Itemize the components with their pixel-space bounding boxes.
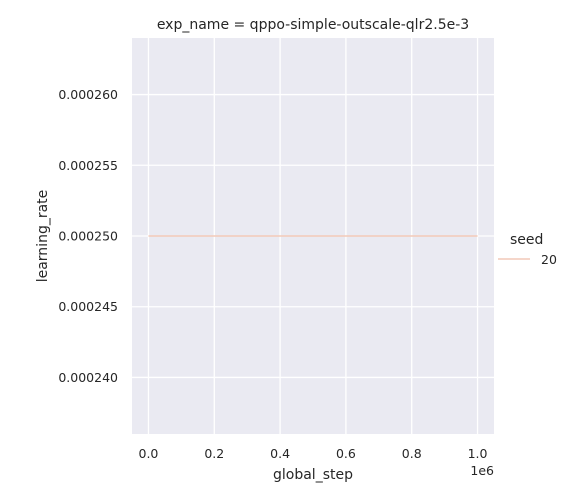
y-tick-labels: 0.000240 0.000245 0.000250 0.000255 0.000260 [58, 87, 118, 385]
y-tick-label: 0.000240 [58, 370, 118, 385]
x-axis-label: global_step [273, 467, 353, 483]
y-tick-label: 0.000250 [58, 229, 118, 244]
y-axis-label: learning_rate [35, 190, 51, 283]
x-axis-offset-label: 1e6 [470, 463, 494, 478]
legend-title: seed [510, 232, 543, 248]
x-tick-label: 0.0 [139, 446, 159, 461]
legend: seed 20 [498, 232, 557, 267]
legend-label-seed-20: 20 [541, 252, 557, 267]
x-tick-label: 0.8 [402, 446, 422, 461]
x-tick-labels: 0.0 0.2 0.4 0.6 0.8 1.0 [139, 446, 488, 461]
y-tick-label: 0.000260 [58, 87, 118, 102]
y-tick-label: 0.000255 [58, 158, 118, 173]
chart-title: exp_name = qppo-simple-outscale-qlr2.5e-… [157, 17, 469, 33]
y-tick-label: 0.000245 [58, 299, 118, 314]
x-tick-label: 0.4 [270, 446, 290, 461]
x-tick-label: 0.2 [204, 446, 224, 461]
x-tick-label: 1.0 [468, 446, 488, 461]
x-tick-label: 0.6 [336, 446, 356, 461]
